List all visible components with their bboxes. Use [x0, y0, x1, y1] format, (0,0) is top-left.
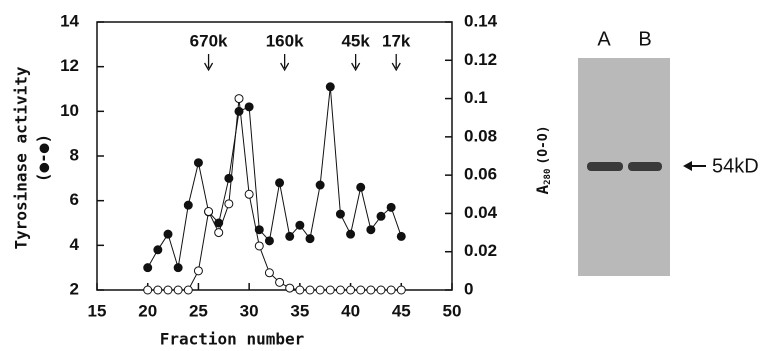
- point: [296, 286, 304, 294]
- x-tick-label: 50: [443, 301, 462, 320]
- point: [164, 230, 172, 238]
- point: [326, 83, 334, 91]
- plot-frame: [97, 22, 452, 290]
- y2-tick-label: 0.12: [464, 50, 497, 69]
- y-tick-label: 8: [70, 145, 79, 164]
- x-tick-label: 15: [88, 301, 107, 320]
- x-tick-label: 45: [392, 301, 411, 320]
- point: [326, 286, 334, 294]
- x-tick-label: 40: [341, 301, 360, 320]
- point: [174, 286, 182, 294]
- y2-tick-label: 0.06: [464, 165, 497, 184]
- gel-band: [587, 162, 623, 171]
- point: [316, 286, 324, 294]
- y2-tick-label: 0.04: [464, 203, 498, 222]
- y2-tick-label: 0.08: [464, 126, 497, 145]
- point: [367, 226, 375, 234]
- y-tick-label: 6: [70, 190, 79, 209]
- marker-arrowhead: [683, 161, 692, 171]
- point: [377, 286, 385, 294]
- point: [184, 201, 192, 209]
- point: [194, 267, 202, 275]
- point: [387, 203, 395, 211]
- y2-label-symbol: (O-O): [536, 125, 551, 164]
- point: [225, 200, 233, 208]
- point: [235, 95, 243, 103]
- point: [154, 286, 162, 294]
- annotation: 17k: [382, 31, 411, 50]
- point: [144, 264, 152, 272]
- point: [367, 286, 375, 294]
- point: [286, 232, 294, 240]
- x-tick-label: 20: [138, 301, 157, 320]
- y-axis-symbol: (●-●): [34, 134, 53, 182]
- point: [215, 229, 223, 237]
- y2-tick-label: 0.1: [464, 88, 488, 107]
- y2-label-sub: 280: [543, 169, 553, 185]
- point: [357, 183, 365, 191]
- point: [276, 179, 284, 187]
- y-tick-label: 10: [60, 101, 79, 120]
- gel-band: [628, 162, 662, 171]
- annotation: 160k: [266, 31, 304, 50]
- x-tick-label: 35: [290, 301, 309, 320]
- point: [194, 159, 202, 167]
- y2-tick-label: 0.02: [464, 241, 497, 260]
- point: [316, 181, 324, 189]
- point: [306, 286, 314, 294]
- x-axis-label: Fraction number: [160, 330, 305, 349]
- y-axis-label: Tyrosinase activity: [12, 66, 31, 249]
- lane-label: A: [597, 28, 611, 50]
- point: [357, 286, 365, 294]
- point: [336, 210, 344, 218]
- series-line: [148, 99, 402, 290]
- y-tick-label: 4: [70, 235, 80, 254]
- point: [245, 103, 253, 111]
- y2-tick-label: 0: [464, 279, 473, 298]
- point: [154, 246, 162, 254]
- point: [286, 284, 294, 292]
- marker-label: 54kD: [712, 155, 759, 177]
- point: [174, 264, 182, 272]
- figure: A B 54kD Fraction number Tyrosinase acti…: [0, 0, 771, 351]
- point: [184, 286, 192, 294]
- y-tick-label: 14: [60, 11, 79, 30]
- y2-tick-label: 0.14: [464, 11, 498, 30]
- x-tick-label: 25: [189, 301, 208, 320]
- point: [397, 286, 405, 294]
- point: [245, 190, 253, 198]
- x-tick-label: 30: [240, 301, 259, 320]
- series-line: [148, 87, 402, 268]
- point: [265, 269, 273, 277]
- annotation: 45k: [341, 31, 370, 50]
- point: [377, 212, 385, 220]
- y2-axis-label: A280 (O-O): [533, 125, 553, 194]
- point: [265, 237, 273, 245]
- point: [306, 235, 314, 243]
- point: [397, 232, 405, 240]
- y2-label-main: A: [533, 185, 552, 195]
- point: [296, 221, 304, 229]
- point: [164, 286, 172, 294]
- lane-label: B: [638, 28, 651, 50]
- point: [205, 208, 213, 216]
- point: [144, 286, 152, 294]
- point: [387, 286, 395, 294]
- point: [255, 242, 263, 250]
- y-tick-label: 2: [70, 279, 79, 298]
- y-tick-label: 12: [60, 56, 79, 75]
- point: [235, 107, 243, 115]
- annotation: 670k: [190, 31, 228, 50]
- point: [347, 230, 355, 238]
- point: [347, 286, 355, 294]
- point: [336, 286, 344, 294]
- point: [276, 278, 284, 286]
